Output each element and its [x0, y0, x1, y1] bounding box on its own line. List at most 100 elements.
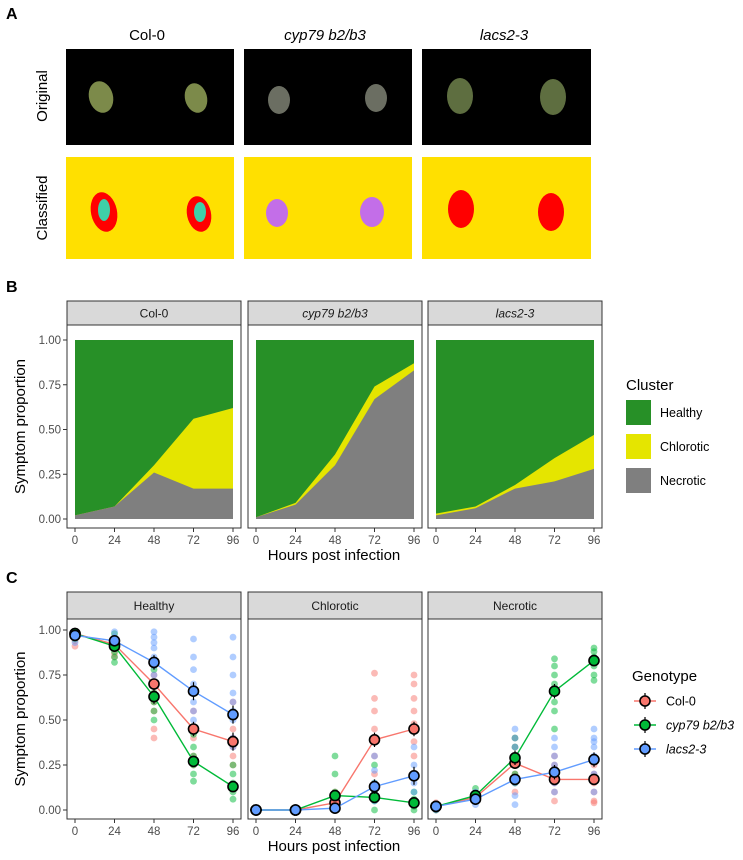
x-tick-label: 96 — [227, 826, 240, 838]
mean-point — [187, 755, 200, 768]
x-tick-label: 24 — [289, 535, 302, 547]
leaf-disc-classified — [448, 190, 474, 228]
replicate-point — [150, 716, 158, 724]
x-tick-label: 0 — [433, 535, 439, 547]
plot-panel — [247, 618, 423, 820]
facet-strip-label: lacs2-3 — [496, 307, 535, 321]
replicate-point — [410, 738, 418, 745]
mean-point — [408, 723, 420, 735]
x-tick-label: 72 — [187, 535, 200, 547]
y-tick-label: 1.00 — [39, 625, 61, 637]
facet-strip — [247, 591, 423, 620]
leaf-disc-classified — [538, 193, 564, 231]
x-tick-label: 0 — [72, 535, 78, 547]
replicate-point — [511, 801, 519, 808]
x-tick-label: 48 — [148, 826, 161, 838]
facet-strip — [66, 591, 242, 620]
replicate-point — [551, 655, 558, 663]
legend-label: Chlorotic — [660, 440, 709, 454]
replicate-point — [371, 761, 378, 769]
x-tick-label: 72 — [548, 826, 561, 838]
y-tick-label: 0.00 — [39, 514, 61, 526]
x-tick-label: 96 — [408, 826, 421, 838]
x-tick-label: 48 — [329, 826, 342, 838]
replicate-point — [190, 716, 197, 724]
mean-point — [368, 791, 381, 804]
replicate-point — [331, 770, 339, 778]
panel-c-line-chart: Healthy Chlorotic Necrotic 0.00 0.25 0.50 0.75… — [12, 591, 734, 855]
replicate-point — [150, 639, 158, 646]
replicate-point — [150, 644, 158, 652]
y-tick-label: 0.50 — [39, 715, 61, 727]
leaf-disc — [184, 83, 208, 113]
x-tick-label: 72 — [187, 826, 200, 838]
mean-point — [368, 733, 381, 746]
mean-point — [588, 654, 600, 667]
x-tick-label: 0 — [253, 826, 259, 838]
replicate-point — [229, 633, 237, 641]
replicate-point — [511, 725, 519, 733]
x-tick-label: 48 — [509, 826, 522, 838]
mean-point — [250, 804, 262, 816]
mean-point — [408, 769, 420, 782]
mean-point — [148, 678, 160, 690]
mean-point — [408, 796, 420, 809]
replicate-point — [229, 761, 237, 769]
facet-strip — [66, 300, 242, 326]
legend-label: Col-0 — [666, 695, 696, 709]
replicate-point — [371, 725, 378, 733]
legend-title: Genotype — [632, 668, 697, 685]
mean-point — [469, 793, 482, 806]
mean-point — [289, 804, 302, 816]
y-axis-title: Symptom proportion — [12, 651, 29, 786]
mean-point — [548, 766, 561, 779]
replicate-point — [410, 671, 418, 679]
y-tick-label: 1.00 — [39, 335, 61, 347]
replicate-point — [190, 770, 197, 778]
x-tick-label: 24 — [469, 535, 482, 547]
area-necrotic — [256, 370, 414, 519]
replicate-point — [590, 743, 598, 751]
replicate-point — [371, 669, 378, 677]
x-tick-label: 0 — [433, 826, 439, 838]
replicate-point — [590, 677, 598, 684]
replicate-point — [150, 628, 158, 636]
replicate-point — [229, 752, 237, 760]
replicate-point — [150, 725, 158, 733]
area-necrotic — [436, 468, 594, 519]
replicate-point — [551, 725, 558, 733]
replicate-point — [190, 653, 197, 661]
replicate-point — [551, 707, 558, 715]
replicate-point — [371, 806, 378, 814]
facet-strip-label: Healthy — [134, 599, 175, 613]
x-tick-label: 96 — [408, 535, 421, 547]
legend-label: Healthy — [660, 406, 703, 420]
replicate-point — [410, 707, 418, 715]
mean-point — [227, 735, 239, 748]
x-tick-label: 24 — [469, 826, 482, 838]
panel-b-stacked-area-chart: Col-0 cyp79 b2/b3 lacs2-3 0.00 0.25 0.50 0.75 1… — [12, 300, 709, 564]
replicate-point — [371, 707, 378, 715]
mean-point — [148, 690, 160, 703]
replicate-point — [190, 698, 197, 706]
replicate-point — [111, 628, 118, 636]
legend-swatch — [626, 400, 651, 425]
replicate-point — [229, 770, 237, 778]
y-tick-label: 0.50 — [39, 425, 61, 437]
panel-label-c: C — [6, 570, 18, 587]
panel-a-col-title-lacs2: lacs2-3 — [480, 27, 529, 44]
x-tick-label: 72 — [368, 826, 381, 838]
panel-a-col-title-col0: Col-0 — [129, 27, 165, 44]
x-tick-label: 24 — [108, 535, 121, 547]
mean-point — [329, 802, 341, 815]
replicate-point — [190, 666, 197, 673]
facet-strip-label: cyp79 b2/b3 — [302, 307, 368, 321]
replicate-point — [410, 680, 418, 688]
replicate-point — [229, 653, 237, 661]
mean-point — [509, 773, 521, 786]
facet-strip-label: Chlorotic — [311, 599, 358, 613]
replicate-point — [410, 743, 418, 751]
panel-a-row-label-classified: Classified — [34, 175, 51, 240]
x-tick-label: 96 — [227, 535, 240, 547]
